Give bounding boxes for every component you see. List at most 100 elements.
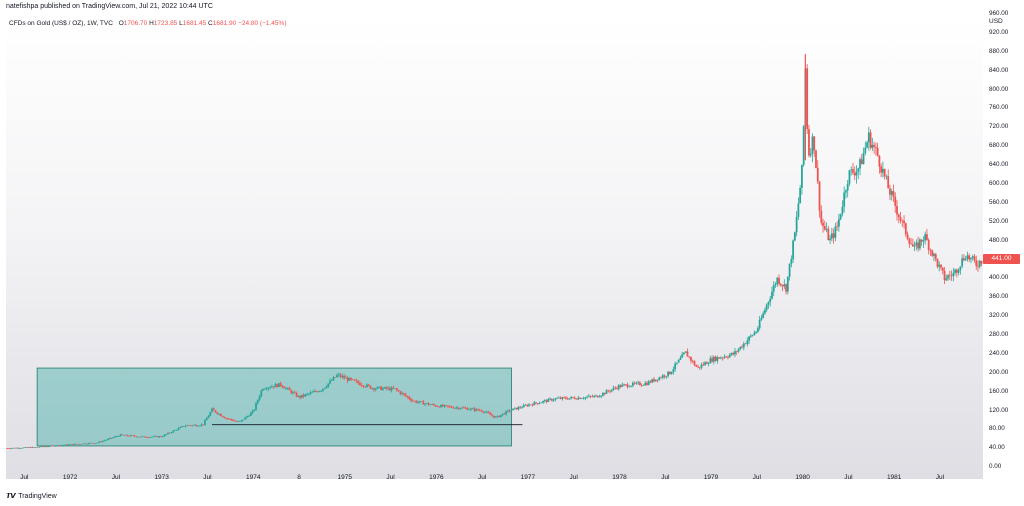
candle-down <box>917 242 920 249</box>
candle-down <box>410 399 412 401</box>
candle-up <box>862 152 865 165</box>
candle-up <box>707 363 710 364</box>
candle-down <box>457 407 460 410</box>
candle-down <box>718 357 721 359</box>
y-tick-label: 760.00 <box>989 104 1009 112</box>
candle-down <box>57 445 60 446</box>
candle-up <box>337 374 340 376</box>
candle-down <box>126 434 129 436</box>
candle-up <box>197 425 199 427</box>
low-label: L <box>179 20 183 27</box>
candle-up <box>154 436 157 437</box>
x-tick-label: Jul <box>111 474 121 481</box>
candle-down <box>226 418 229 420</box>
candle-up <box>306 393 309 395</box>
candle-down <box>519 407 522 408</box>
candle-down <box>901 220 904 222</box>
last-price-tag: 441.00 <box>983 254 1020 264</box>
candle-down <box>529 404 532 406</box>
candle-up <box>538 403 541 404</box>
candle-down <box>911 244 914 247</box>
footer-brand[interactable]: 𝙏𝙑 TradingView <box>6 492 57 501</box>
candle-up <box>35 447 37 448</box>
candle-down <box>714 356 717 361</box>
candle-down <box>404 394 407 397</box>
candle-up <box>77 443 80 445</box>
candle-up <box>390 387 393 391</box>
candle-down <box>698 366 701 368</box>
price-axis[interactable] <box>983 14 1024 479</box>
candle-down <box>820 210 823 223</box>
candle-down <box>878 155 881 167</box>
time-axis[interactable] <box>6 479 983 491</box>
candle-down <box>302 394 305 397</box>
candle-up <box>672 369 675 373</box>
candle-down <box>572 397 574 398</box>
symbol-title[interactable]: CFDs on Gold (US$ / OZ), 1W, TVC <box>9 20 113 27</box>
candle-up <box>584 397 587 399</box>
candle-up <box>64 444 67 446</box>
candle-down <box>626 384 629 387</box>
candle-down <box>397 390 400 392</box>
candle-down <box>536 403 539 404</box>
candle-up <box>311 392 314 393</box>
candle-up <box>582 398 585 399</box>
candle-up <box>137 436 139 438</box>
candle-up <box>737 349 740 352</box>
candle-down <box>367 384 370 386</box>
candle-up <box>204 420 206 425</box>
candle-up <box>56 445 58 446</box>
candle-up <box>558 397 560 399</box>
candle-up <box>82 443 85 445</box>
candle-down <box>691 360 694 362</box>
candle-up <box>68 444 71 446</box>
candle-down <box>929 250 932 251</box>
candle-up <box>73 443 76 445</box>
candle-up <box>341 376 344 377</box>
candle-up <box>801 164 803 188</box>
candle-up <box>670 372 673 375</box>
candle-down <box>355 380 358 382</box>
candle-up <box>285 388 287 389</box>
candle-down <box>283 387 286 389</box>
candle-up <box>10 448 13 449</box>
candle-up <box>623 384 625 386</box>
candle-down <box>660 377 662 379</box>
candle-up <box>24 447 27 448</box>
candle-up <box>163 434 166 437</box>
candle-up <box>12 447 14 449</box>
candle-down <box>853 172 856 176</box>
candle-up <box>108 437 111 439</box>
candle-down <box>778 277 780 284</box>
candle-up <box>270 386 273 388</box>
candle-up <box>443 405 446 407</box>
y-tick-label: 80.00 <box>989 425 1005 433</box>
candle-up <box>61 445 64 446</box>
candle-up <box>792 240 795 260</box>
candle-down <box>225 418 228 419</box>
candle-up <box>241 419 243 422</box>
candle-down <box>741 346 743 348</box>
candle-down <box>232 419 235 421</box>
candle-down <box>75 443 78 445</box>
candle-up <box>112 437 115 439</box>
x-tick-label: Jul <box>935 474 945 481</box>
x-tick-label: 1978 <box>612 474 627 481</box>
candle-down <box>346 377 349 381</box>
candle-up <box>114 436 117 438</box>
candle-up <box>256 399 259 404</box>
candle-up <box>751 335 754 336</box>
candle-up <box>424 403 426 405</box>
candle-up <box>512 408 515 411</box>
candle-up <box>521 407 523 408</box>
candle-down <box>816 167 819 182</box>
plot-area[interactable] <box>6 14 983 479</box>
x-tick-label: 1976 <box>429 474 444 481</box>
candle-down <box>860 159 863 165</box>
x-tick-label: 1980 <box>795 474 810 481</box>
candle-up <box>674 363 677 370</box>
candle-up <box>517 407 520 410</box>
candle-up <box>401 393 404 394</box>
candle-down <box>943 271 946 281</box>
